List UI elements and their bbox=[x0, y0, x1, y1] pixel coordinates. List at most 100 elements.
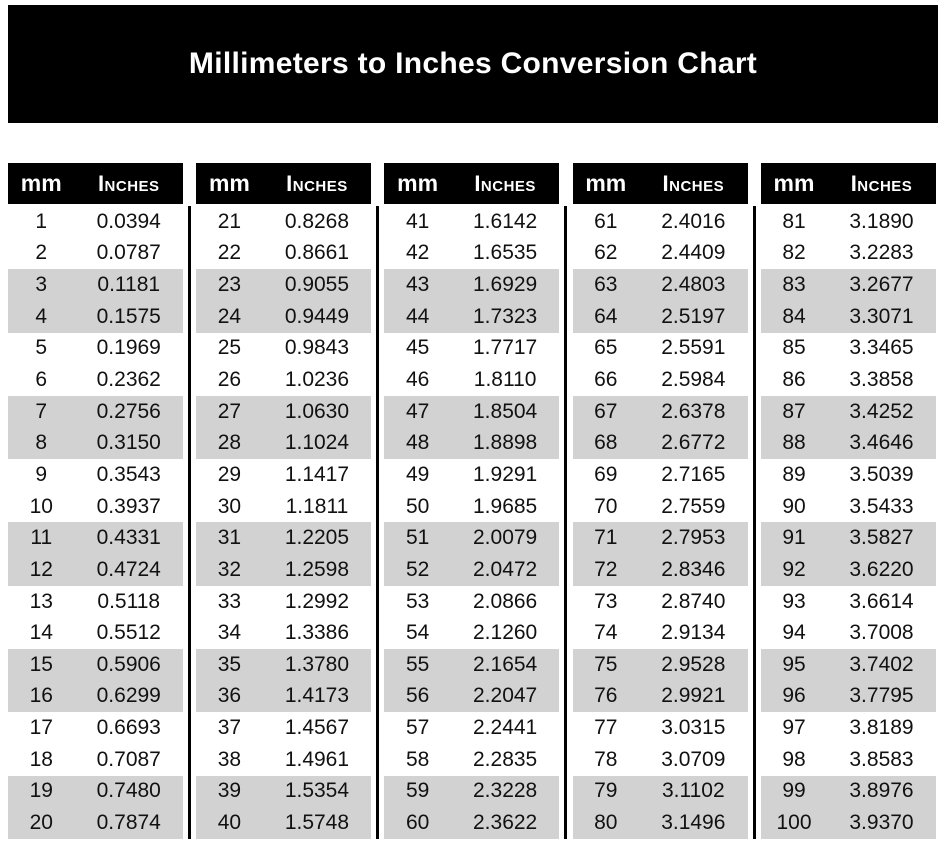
table-row: 53 2.0866 bbox=[384, 585, 560, 618]
table-row: 66 2.5984 bbox=[572, 364, 748, 396]
table-row: 20 0.7874 bbox=[8, 807, 183, 839]
mm-value: 8 bbox=[35, 431, 48, 455]
table-row: 17 0.6693 bbox=[8, 712, 183, 744]
inches-value: 3.7402 bbox=[849, 652, 914, 676]
inches-value: 0.9449 bbox=[284, 304, 350, 328]
inches-value: 1.3780 bbox=[284, 652, 350, 676]
mm-value: 68 bbox=[594, 431, 618, 455]
mm-value: 54 bbox=[405, 621, 430, 645]
table-row: 57 2.2441 bbox=[384, 712, 560, 744]
mm-value: 84 bbox=[782, 304, 806, 328]
conversion-table-mm-81-100: mm Inches 81 3.1890 82 3.2283 83 3.2677 84 3.3071… bbox=[760, 163, 936, 839]
table-divider bbox=[188, 206, 192, 839]
mm-value: 89 bbox=[782, 462, 806, 486]
mm-value: 69 bbox=[594, 462, 618, 486]
mm-value: 67 bbox=[594, 399, 618, 423]
table-row: 92 3.6220 bbox=[760, 554, 936, 586]
table-row: 83 3.2677 bbox=[760, 269, 936, 301]
mm-value: 30 bbox=[217, 494, 242, 518]
mm-value: 18 bbox=[29, 747, 53, 771]
inches-value: 3.8189 bbox=[849, 716, 914, 740]
table-row: 33 1.2992 bbox=[196, 585, 372, 618]
table-row: 13 0.5118 bbox=[8, 585, 183, 618]
table-row: 72 2.8346 bbox=[572, 554, 748, 586]
inches-value: 2.4409 bbox=[661, 241, 726, 265]
table-row: 19 0.7480 bbox=[8, 775, 183, 808]
mm-value: 15 bbox=[29, 652, 53, 676]
mm-value: 94 bbox=[782, 621, 806, 645]
conversion-table-mm-1-20: mm Inches 1 0.0394 2 0.0787 3 0.1181 4 0.1575 5 0.1… bbox=[8, 163, 183, 839]
table-row: 64 2.5197 bbox=[572, 300, 748, 333]
table-row: 84 3.3071 bbox=[760, 300, 936, 333]
mm-value: 60 bbox=[405, 810, 430, 834]
table-divider bbox=[376, 206, 380, 839]
table-row: 38 1.4961 bbox=[196, 743, 372, 776]
table-row: 3 0.1181 bbox=[8, 269, 183, 301]
mm-value: 85 bbox=[782, 336, 806, 360]
inches-value: 0.9055 bbox=[284, 273, 350, 297]
table-row: 58 2.2835 bbox=[384, 743, 560, 776]
table-row: 15 0.5906 bbox=[8, 648, 183, 681]
inches-value: 1.1811 bbox=[285, 494, 349, 518]
inches-column-header: Inches bbox=[286, 170, 348, 196]
table-row: 56 2.2047 bbox=[384, 680, 560, 713]
table-row: 86 3.3858 bbox=[760, 364, 936, 396]
mm-value: 42 bbox=[405, 241, 430, 265]
mm-value: 47 bbox=[405, 399, 430, 423]
table-row: 16 0.6299 bbox=[8, 680, 183, 713]
mm-value: 34 bbox=[217, 621, 242, 645]
mm-value: 87 bbox=[782, 399, 806, 423]
mm-value: 80 bbox=[594, 810, 618, 834]
inches-value: 2.9921 bbox=[661, 684, 726, 708]
inches-value: 0.8268 bbox=[284, 209, 350, 233]
inches-value: 1.4567 bbox=[284, 716, 350, 740]
mm-value: 51 bbox=[405, 526, 430, 550]
table-row: 75 2.9528 bbox=[572, 648, 748, 681]
mm-value: 20 bbox=[29, 810, 53, 834]
inches-value: 2.6378 bbox=[661, 399, 726, 423]
table-row: 73 2.8740 bbox=[572, 585, 748, 618]
mm-value: 19 bbox=[29, 779, 53, 803]
inches-value: 2.2835 bbox=[473, 747, 538, 771]
inches-value: 2.9134 bbox=[661, 621, 726, 645]
inches-value: 3.6614 bbox=[849, 589, 914, 613]
inches-value: 0.6693 bbox=[96, 716, 161, 740]
table-row: 25 0.9843 bbox=[196, 332, 372, 365]
table-row: 96 3.7795 bbox=[760, 680, 936, 713]
table-row: 14 0.5512 bbox=[8, 617, 183, 649]
inches-value: 3.4252 bbox=[849, 399, 914, 423]
inches-value: 2.7165 bbox=[661, 462, 726, 486]
inches-value: 3.0315 bbox=[661, 716, 726, 740]
inches-value: 1.2205 bbox=[284, 526, 350, 550]
mm-value: 37 bbox=[217, 716, 242, 740]
table-row: 23 0.9055 bbox=[196, 269, 372, 301]
inches-value: 0.2756 bbox=[96, 399, 161, 423]
table-row: 34 1.3386 bbox=[196, 617, 372, 649]
table-row: 82 3.2283 bbox=[760, 237, 936, 270]
mm-value: 92 bbox=[782, 557, 806, 581]
mm-value: 76 bbox=[594, 684, 618, 708]
table-row: 68 2.6772 bbox=[572, 427, 748, 460]
table-row: 89 3.5039 bbox=[760, 459, 936, 491]
inches-value: 1.0236 bbox=[284, 368, 350, 392]
mm-value: 70 bbox=[594, 494, 618, 518]
inches-value: 2.3622 bbox=[473, 810, 538, 834]
inches-value: 2.6772 bbox=[661, 431, 726, 455]
inches-value: 3.2283 bbox=[849, 241, 914, 265]
inches-value: 0.5906 bbox=[96, 652, 161, 676]
inches-value: 2.5197 bbox=[661, 304, 726, 328]
mm-value: 39 bbox=[217, 779, 242, 803]
mm-value: 72 bbox=[594, 557, 618, 581]
inches-value: 3.1102 bbox=[661, 779, 725, 803]
inches-value: 1.3386 bbox=[284, 621, 350, 645]
table-row: 7 0.2756 bbox=[8, 395, 183, 428]
conversion-table-mm-41-60: mm Inches 41 1.6142 42 1.6535 43 1.6929 44 1.7323… bbox=[384, 163, 560, 839]
inches-value: 3.5039 bbox=[849, 462, 914, 486]
mm-value: 99 bbox=[782, 779, 806, 803]
inches-value: 2.1260 bbox=[473, 621, 538, 645]
inches-value: 0.0787 bbox=[96, 241, 161, 265]
mm-value: 97 bbox=[782, 716, 806, 740]
mm-value: 75 bbox=[594, 652, 618, 676]
table-row: 4 0.1575 bbox=[8, 300, 183, 333]
mm-value: 88 bbox=[782, 431, 806, 455]
